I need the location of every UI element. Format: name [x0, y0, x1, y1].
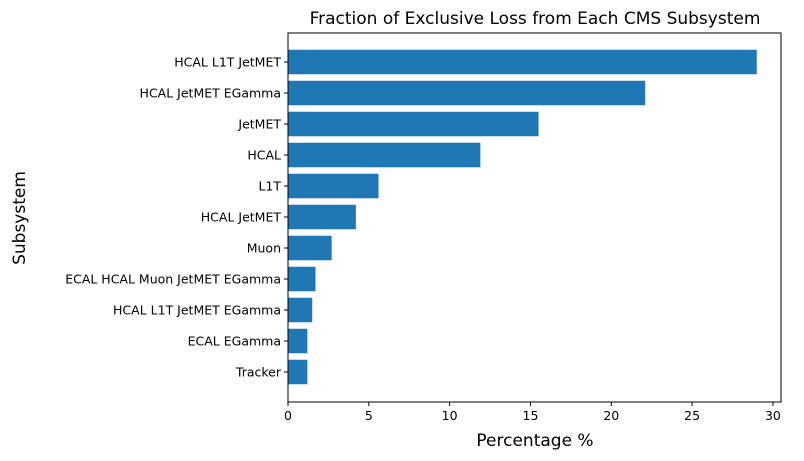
y-tick-label: HCAL JetMET [201, 210, 282, 225]
y-tick-label: ECAL HCAL Muon JetMET EGamma [65, 272, 281, 287]
x-tick-label: 30 [765, 408, 781, 423]
bar [288, 297, 313, 323]
y-tick-label: L1T [258, 179, 281, 194]
x-tick-label: 0 [284, 408, 292, 423]
y-axis-label: Subsystem [10, 171, 30, 265]
plot-frame [287, 32, 782, 403]
y-tick-labels: HCAL L1T JetMET HCAL JetMET EGamma JetMET H… [65, 55, 288, 380]
bar [288, 204, 356, 230]
y-tick-label: HCAL JetMET EGamma [140, 86, 281, 101]
bar [288, 173, 379, 199]
y-tick-label: HCAL L1T JetMET EGamma [113, 303, 281, 318]
x-tick-label: 25 [684, 408, 700, 423]
bar [288, 359, 308, 385]
x-tick-label: 15 [523, 408, 539, 423]
x-tick-label: 5 [365, 408, 373, 423]
y-tick-label: ECAL EGamma [188, 334, 281, 349]
bar [288, 235, 332, 261]
x-tick-label: 20 [603, 408, 619, 423]
x-tick-labels: 0 5 10 15 20 25 30 [284, 402, 781, 423]
x-axis-label: Percentage % [476, 431, 593, 451]
x-tick-label: 10 [442, 408, 458, 423]
bar [288, 142, 481, 168]
y-tick-label: JetMET [237, 117, 281, 132]
y-tick-label: Muon [247, 241, 281, 256]
bars-group [288, 49, 757, 385]
chart-title: Fraction of Exclusive Loss from Each CMS… [310, 9, 761, 29]
y-tick-label: Tracker [235, 365, 282, 380]
bar [288, 80, 646, 106]
y-tick-label: HCAL [247, 148, 281, 163]
bar [288, 328, 308, 354]
bar [288, 111, 539, 137]
bar [288, 49, 757, 75]
bar [288, 266, 316, 292]
y-tick-label: HCAL L1T JetMET [174, 55, 281, 70]
